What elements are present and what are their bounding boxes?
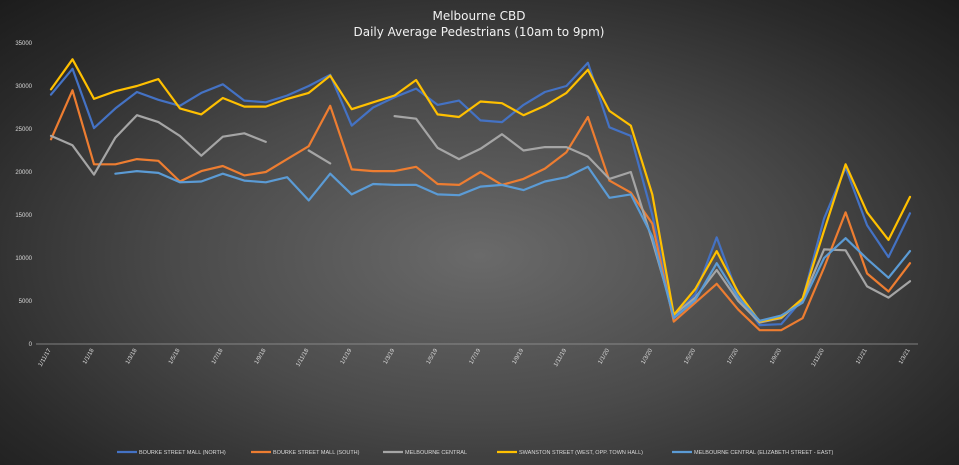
series-line-5 <box>114 165 912 322</box>
y-tick-label: 0 <box>29 342 33 348</box>
x-tick-label: 1/11/19 <box>553 347 568 368</box>
x-tick-label: 1/11/20 <box>811 347 826 368</box>
x-tick-label: 1/7/18 <box>211 347 225 365</box>
chart-subtitle: Daily Average Pedestrians (10am to 9pm) <box>353 25 604 39</box>
y-tick-label: 30000 <box>15 84 32 90</box>
legend-label: MELBOURNE CENTRAL (ELIZABETH STREET - EA… <box>694 450 834 456</box>
x-tick-label: 1/11/17 <box>38 347 53 368</box>
x-tick-label: 1/9/19 <box>512 347 526 365</box>
x-axis-ticks: 1/11/17 1/1/18 1/3/18 1/5/18 1/7/18 1/9/18 1/1… <box>38 347 912 368</box>
x-tick-label: 1/3/21 <box>898 347 912 365</box>
x-tick-label: 1/1/21 <box>855 347 869 365</box>
x-tick-label: 1/11/18 <box>295 347 310 368</box>
series-line-1 <box>49 61 912 327</box>
x-tick-label: 1/5/20 <box>683 347 697 365</box>
y-tick-label: 20000 <box>15 170 32 176</box>
series-line-3 <box>49 114 912 324</box>
legend-label: BOURKE STREET MALL (SOUTH) <box>273 450 360 456</box>
y-tick-label: 25000 <box>15 127 32 133</box>
y-axis-ticks: 0 5000 10000 15000 20000 25000 30000 35000 <box>15 41 32 348</box>
x-tick-label: 1/3/20 <box>640 347 654 365</box>
x-tick-label: 1/1/19 <box>340 347 354 365</box>
x-tick-label: 1/1/18 <box>82 347 96 365</box>
x-tick-label: 1/3/18 <box>125 347 139 365</box>
legend-label: BOURKE STREET MALL (NORTH) <box>139 450 226 456</box>
y-tick-label: 35000 <box>15 41 32 47</box>
legend-label: MELBOURNE CENTRAL <box>405 450 467 456</box>
x-tick-label: 1/9/20 <box>769 347 783 365</box>
x-tick-label: 1/1/20 <box>598 347 612 365</box>
y-tick-label: 5000 <box>19 299 33 305</box>
x-tick-label: 1/3/19 <box>383 347 397 365</box>
legend: BOURKE STREET MALL (NORTH) BOURKE STREET … <box>117 450 834 456</box>
series-layer <box>49 58 912 332</box>
y-tick-label: 10000 <box>15 256 32 262</box>
series-line-2 <box>49 89 912 332</box>
series-line-4 <box>49 58 912 323</box>
x-tick-label: 1/5/18 <box>168 347 182 365</box>
legend-label: SWANSTON STREET (WEST, OPP. TOWN HALL) <box>519 450 643 456</box>
x-tick-label: 1/5/19 <box>426 347 440 365</box>
x-tick-label: 1/7/19 <box>469 347 483 365</box>
x-tick-label: 1/7/20 <box>726 347 740 365</box>
y-tick-label: 15000 <box>15 213 32 219</box>
chart-title: Melbourne CBD <box>432 9 525 23</box>
x-tick-label: 1/9/18 <box>254 347 268 365</box>
